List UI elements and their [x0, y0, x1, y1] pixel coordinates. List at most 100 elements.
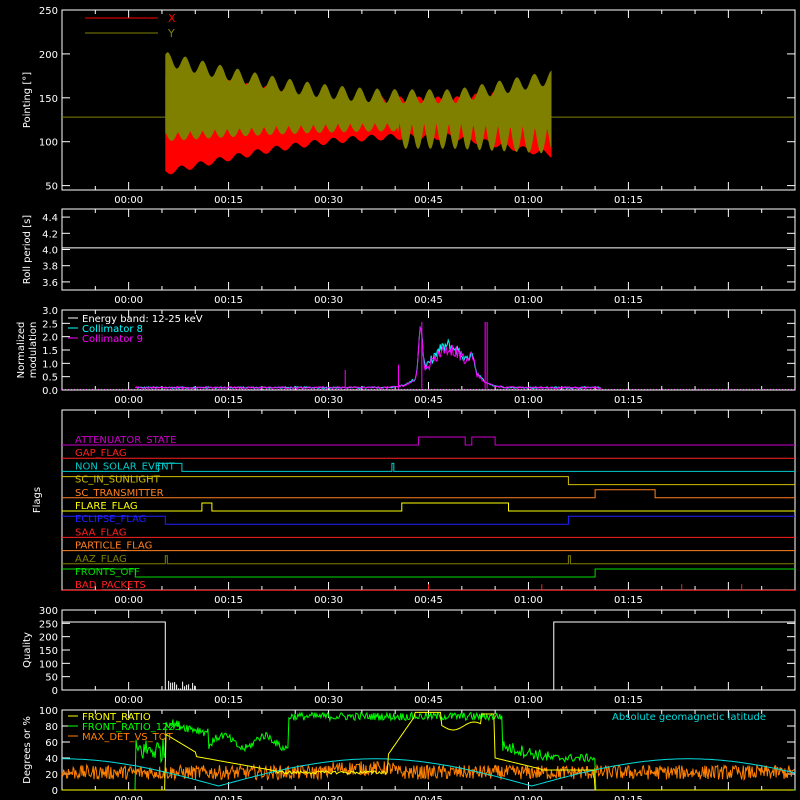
- flag-label: PARTICLE_FLAG: [75, 541, 152, 552]
- y-tick-label: 0.5: [42, 373, 58, 384]
- flag-label: SC_TRANSMITTER: [75, 488, 164, 499]
- flag-line: [62, 476, 795, 486]
- y-tick-label: 0: [52, 686, 58, 697]
- latitude-trace: [62, 758, 796, 787]
- x-tick-label: 00:00: [114, 395, 143, 406]
- x-tick-label: 00:15: [214, 195, 243, 206]
- panel-3: 00:00 00:15 00:30 00:45 01:00 01:15 Normalized…: [16, 306, 796, 406]
- y-axis-label: modulation: [28, 322, 39, 379]
- flag-label: AAZ_FLAG: [75, 554, 127, 565]
- y-tick-label: 100: [39, 706, 58, 717]
- y-tick-label: 300: [39, 606, 58, 617]
- flag-line: [62, 515, 795, 525]
- x-tick-label: 00:45: [414, 295, 443, 306]
- y-tick-label: 40: [45, 754, 58, 765]
- panel-4: 00:00 00:15 00:30 00:45 01:00 01:15 Flags ATTEN…: [32, 409, 796, 606]
- x-tick-label: 01:15: [614, 195, 643, 206]
- legend-label: MAX_DET_VS_TOT: [82, 732, 174, 743]
- flag-line: [62, 436, 795, 446]
- x-tick-label: 00:15: [214, 695, 243, 706]
- legend-label-y: Y: [167, 27, 175, 40]
- y-tick-label: 200: [39, 50, 58, 61]
- x-tick-label: 00:45: [414, 695, 443, 706]
- y-tick-label: 50: [45, 182, 58, 193]
- y-tick-label: 150: [39, 94, 58, 105]
- panel-6: 00:00 00:15 00:30 00:45 01:00 01:15 Degrees or…: [22, 706, 796, 800]
- x-tick-label: 01:15: [614, 695, 643, 706]
- y-tick-label: 0: [52, 786, 58, 797]
- flag-label: FLARE_FLAG: [75, 501, 138, 512]
- x-tick-label: 01:15: [614, 395, 643, 406]
- flag-line: [62, 502, 795, 512]
- y-tick-label: 20: [45, 770, 58, 781]
- x-tick-label: 01:00: [514, 595, 543, 606]
- x-tick-label: 00:30: [314, 295, 343, 306]
- y-tick-label: 4.2: [42, 229, 58, 240]
- y-axis-label: Normalized: [16, 322, 27, 379]
- x-tick-label: 01:15: [614, 795, 643, 800]
- max-det-trace: [61, 761, 795, 782]
- flag-label: FRONTS_OFF: [75, 567, 140, 578]
- x-tick-label: 01:00: [514, 795, 543, 800]
- y-axis-label: Flags: [32, 487, 43, 513]
- y-axis-label: Roll period [s]: [22, 215, 33, 284]
- flag-label: NON_SOLAR_EVENT: [75, 461, 176, 472]
- legend-label: Collimator 8: [82, 324, 143, 335]
- series-y: [165, 52, 552, 154]
- y-tick-label: 0.0: [42, 386, 58, 397]
- flag-label: ECLIPSE_FLAG: [75, 514, 146, 525]
- flag-label: BAD_PACKETS: [75, 580, 146, 591]
- x-tick-label: 00:45: [414, 595, 443, 606]
- y-tick-label: 200: [39, 633, 58, 644]
- legend-label: FRONT_RATIO: [82, 712, 151, 723]
- y-tick-label: 2.0: [42, 333, 58, 344]
- x-tick-label: 00:15: [214, 295, 243, 306]
- x-tick-label: 01:00: [514, 395, 543, 406]
- x-tick-label: 00:30: [314, 795, 343, 800]
- flag-line: [62, 489, 795, 499]
- legend-label-x: X: [168, 12, 176, 25]
- flag-line: [62, 555, 795, 565]
- x-tick-label: 01:00: [514, 295, 543, 306]
- x-tick-label: 00:15: [214, 795, 243, 800]
- x-tick-label: 00:00: [114, 195, 143, 206]
- x-tick-label: 00:15: [214, 595, 243, 606]
- quality-line: [62, 621, 795, 691]
- x-tick-label: 00:00: [114, 795, 143, 800]
- flag-label: ATTENUATOR_STATE: [75, 435, 176, 446]
- y-tick-label: 100: [39, 659, 58, 670]
- y-tick-label: 4.4: [42, 213, 58, 224]
- y-axis-label: Degrees or %: [22, 716, 33, 784]
- y-tick-label: 1.5: [42, 346, 58, 357]
- y-tick-label: 3.8: [42, 262, 58, 273]
- front-ratio-trace: [62, 711, 794, 791]
- x-tick-label: 01:15: [614, 595, 643, 606]
- y-tick-label: 3.0: [42, 306, 58, 317]
- x-tick-label: 00:00: [114, 595, 143, 606]
- x-tick-label: 01:00: [514, 195, 543, 206]
- flag-label: GAP_FLAG: [75, 448, 127, 459]
- y-tick-label: 250: [39, 619, 58, 630]
- panel-1: 00:00 00:15 00:30 00:45 01:00 01:15 Pointing […: [22, 6, 796, 206]
- flag-line: [62, 462, 795, 472]
- y-tick-label: 100: [39, 138, 58, 149]
- x-tick-label: 01:15: [614, 295, 643, 306]
- y-tick-label: 4.0: [42, 246, 58, 257]
- legend-label-latitude: Absolute geomagnetic latitude: [612, 712, 766, 723]
- x-tick-label: 00:00: [114, 695, 143, 706]
- panel-5: 00:00 00:15 00:30 00:45 01:00 01:15 Quality 0 50…: [22, 606, 796, 706]
- x-tick-label: 00:30: [314, 195, 343, 206]
- y-tick-label: 150: [39, 646, 58, 657]
- x-tick-label: 00:00: [114, 295, 143, 306]
- y-tick-label: 60: [45, 738, 58, 749]
- x-tick-label: 01:00: [514, 695, 543, 706]
- x-tick-label: 00:30: [314, 395, 343, 406]
- x-tick-label: 00:30: [314, 595, 343, 606]
- legend-label: FRONT_RATIO_1225: [82, 722, 181, 733]
- y-tick-label: 3.6: [42, 278, 58, 289]
- y-tick-label: 50: [45, 673, 58, 684]
- y-axis-label: Quality: [22, 632, 33, 668]
- y-tick-label: 80: [45, 722, 58, 733]
- y-tick-label: 250: [39, 6, 58, 17]
